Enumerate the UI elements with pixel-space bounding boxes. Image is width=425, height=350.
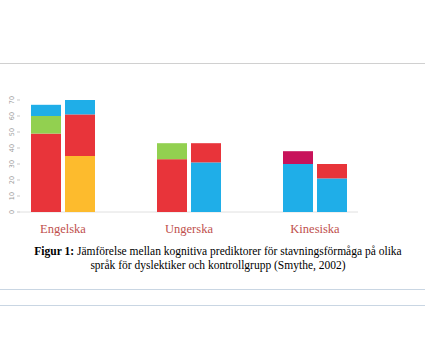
y-tick-label: 30 — [8, 160, 16, 168]
rule-line — [0, 63, 425, 64]
bar-segment — [191, 143, 221, 162]
chart: 0 10 20 30 40 50 60 70 Engelska Ungerska Kinesiska — [0, 0, 425, 350]
bar-segment — [31, 134, 61, 212]
bar-segment — [157, 143, 187, 159]
bar-segment — [65, 156, 95, 212]
bar-segment — [65, 100, 95, 114]
y-tick — [17, 116, 20, 117]
rule-line — [0, 305, 425, 306]
bar-segment — [317, 178, 347, 212]
y-tick — [17, 180, 20, 181]
bar-segment — [157, 159, 187, 212]
y-tick-label: 20 — [8, 176, 16, 184]
title: Jämförelse mellan kognitiva prediktorer … — [77, 245, 402, 271]
y-tick — [17, 212, 20, 213]
bar-segment — [283, 151, 313, 164]
y-tick-label: 50 — [8, 128, 16, 136]
y-tick — [17, 132, 20, 133]
category-label: Engelska — [40, 222, 86, 236]
y-tick-label: 0 — [8, 210, 16, 214]
category-label: Kinesiska — [290, 222, 340, 236]
y-tick — [17, 148, 20, 149]
bar-segment — [31, 105, 61, 116]
y-tick-label: 40 — [8, 144, 16, 152]
bars — [31, 100, 347, 212]
bar-segment — [283, 164, 313, 212]
figure-label: Figur 1: — [34, 245, 74, 257]
y-tick-label: 60 — [8, 112, 16, 120]
caption: Figur 1: Jämförelse mellan kognitiva pre… — [22, 244, 414, 272]
y-tick-label: 70 — [8, 96, 16, 104]
y-tick — [17, 164, 20, 165]
bar-segment — [191, 162, 221, 212]
rule-line — [0, 289, 425, 290]
y-tick — [17, 196, 20, 197]
category-label: Ungerska — [165, 222, 213, 236]
bar-segment — [31, 116, 61, 134]
page: 0 10 20 30 40 50 60 70 Engelska Ungerska Kinesiska… — [0, 0, 425, 350]
y-tick-label: 10 — [8, 192, 16, 200]
y-tick — [17, 100, 20, 101]
bar-segment — [65, 114, 95, 156]
bar-segment — [317, 164, 347, 178]
